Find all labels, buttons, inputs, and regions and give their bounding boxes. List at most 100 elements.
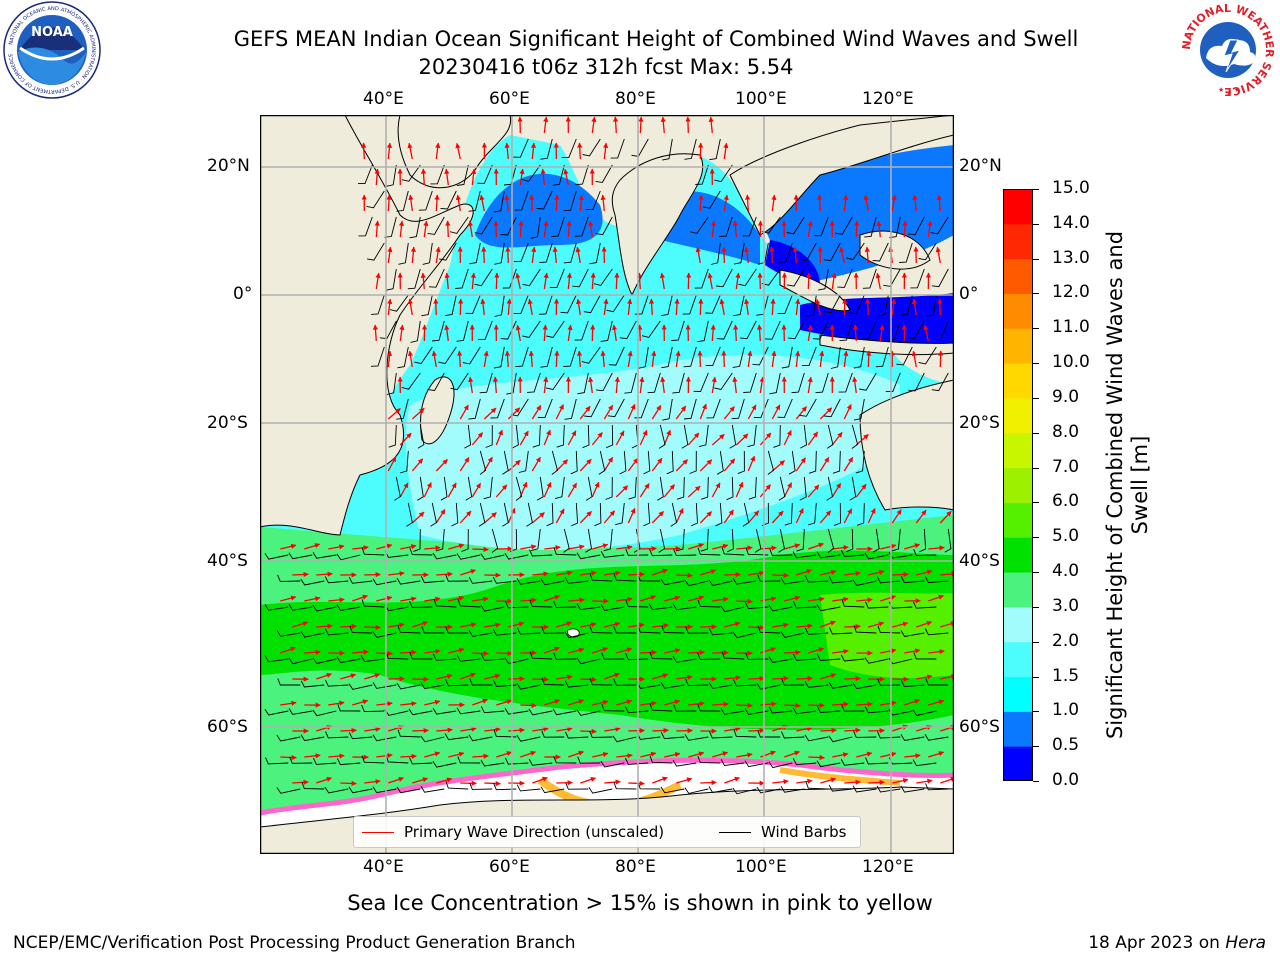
wave-direction-arrow	[447, 482, 457, 498]
wind-barb	[513, 294, 529, 314]
wind-barb	[401, 372, 421, 390]
colorbar-tick-mark	[1033, 676, 1039, 678]
wind-barb	[780, 785, 805, 793]
wave-direction-arrow	[911, 298, 918, 316]
wind-barb	[479, 450, 487, 475]
wind-barb	[853, 625, 877, 634]
wave-direction-arrow	[735, 272, 741, 290]
wind-barb	[493, 783, 517, 791]
wave-direction-arrow	[556, 570, 573, 576]
wave-direction-arrow	[556, 674, 573, 680]
colorbar-segment	[1003, 572, 1033, 608]
wave-direction-arrow	[688, 649, 705, 656]
wave-direction-arrow	[410, 246, 416, 264]
wave-direction-arrow	[724, 726, 741, 732]
wave-direction-arrow	[652, 776, 668, 784]
wave-direction-arrow	[364, 726, 381, 732]
wave-direction-arrow	[796, 569, 812, 576]
lon-tick-top-40e: 40°E	[363, 89, 404, 109]
wind-barb	[888, 551, 913, 559]
wind-barb	[919, 528, 927, 553]
colorbar-tick-mark	[1033, 711, 1039, 713]
wind-barb	[731, 398, 745, 420]
wave-direction-arrow	[735, 433, 749, 446]
wave-direction-arrow	[819, 407, 833, 420]
wind-barb	[564, 631, 589, 639]
wave-direction-arrow	[880, 751, 897, 758]
wind-barb	[816, 706, 841, 713]
wave-direction-arrow	[435, 142, 441, 160]
wave-direction-arrow	[328, 544, 345, 550]
wave-direction-arrow	[628, 780, 645, 787]
wind-barb	[358, 216, 373, 237]
wave-direction-arrow	[832, 545, 849, 551]
wave-direction-arrow	[843, 456, 854, 472]
wave-direction-arrow	[566, 220, 572, 238]
wind-barb	[526, 502, 533, 527]
wave-direction-arrow	[771, 194, 777, 212]
wave-direction-arrow	[772, 622, 789, 628]
wave-direction-arrow	[880, 595, 896, 602]
wave-direction-arrow	[820, 777, 837, 784]
wind-barb	[826, 424, 834, 449]
wind-barb	[625, 599, 649, 608]
wave-direction-arrow	[340, 673, 357, 680]
wind-barb	[439, 242, 457, 261]
wind-barb	[514, 242, 529, 263]
wave-direction-arrow	[376, 595, 393, 602]
wind-barb	[536, 190, 553, 210]
wind-barb	[793, 601, 817, 609]
wave-direction-arrow	[640, 700, 657, 707]
wave-direction-arrow	[543, 220, 549, 238]
wave-direction-arrow	[304, 753, 321, 759]
wind-barb	[706, 398, 721, 419]
wave-direction-arrow	[936, 194, 942, 212]
wind-barb	[944, 528, 952, 553]
colorbar-tick-label: 1.0	[1052, 700, 1080, 721]
wind-barb	[851, 424, 859, 449]
wave-direction-arrow	[675, 508, 684, 524]
wave-direction-arrow	[412, 621, 428, 628]
wind-barb	[432, 761, 457, 768]
wind-barb	[649, 703, 673, 712]
wave-direction-arrow	[591, 116, 597, 134]
colorbar-tick-mark	[1033, 467, 1039, 469]
wave-direction-arrow	[880, 648, 897, 654]
wind-barb	[541, 677, 565, 686]
wind-barb	[619, 450, 627, 475]
wind-barb	[849, 294, 865, 314]
wave-direction-arrow	[364, 673, 381, 680]
wind-barb	[768, 706, 793, 714]
wave-direction-arrow	[555, 508, 565, 524]
wind-barb	[396, 682, 421, 690]
wind-barb	[613, 781, 637, 790]
wind-barb	[658, 528, 666, 553]
wave-direction-arrow	[820, 569, 837, 576]
wave-direction-arrow	[902, 220, 908, 238]
wind-barb	[744, 708, 769, 715]
wind-barb	[494, 242, 505, 265]
wave-direction-arrow	[531, 512, 545, 524]
wind-barb	[864, 706, 889, 714]
wave-direction-arrow	[771, 350, 777, 368]
wave-direction-arrow	[568, 647, 585, 654]
wave-direction-arrow	[687, 485, 701, 498]
wave-direction-arrow	[496, 751, 513, 758]
wind-barb	[684, 787, 709, 794]
wave-direction-arrow	[568, 699, 585, 706]
wind-barb	[449, 216, 469, 234]
wind-barb	[900, 680, 925, 688]
wind-barb	[682, 294, 697, 315]
wind-barb	[540, 786, 565, 794]
wind-barb	[522, 320, 541, 339]
wind-barb	[777, 294, 793, 314]
wave-direction-arrow	[375, 272, 381, 290]
wave-direction-arrow	[843, 404, 852, 420]
wind-barb	[697, 652, 721, 660]
wind-barb	[431, 320, 445, 342]
wave-direction-arrow	[411, 458, 424, 472]
wave-direction-arrow	[567, 324, 573, 342]
wave-direction-arrow	[614, 376, 620, 394]
wind-barb	[918, 242, 937, 261]
wave-direction-arrow	[544, 545, 561, 551]
